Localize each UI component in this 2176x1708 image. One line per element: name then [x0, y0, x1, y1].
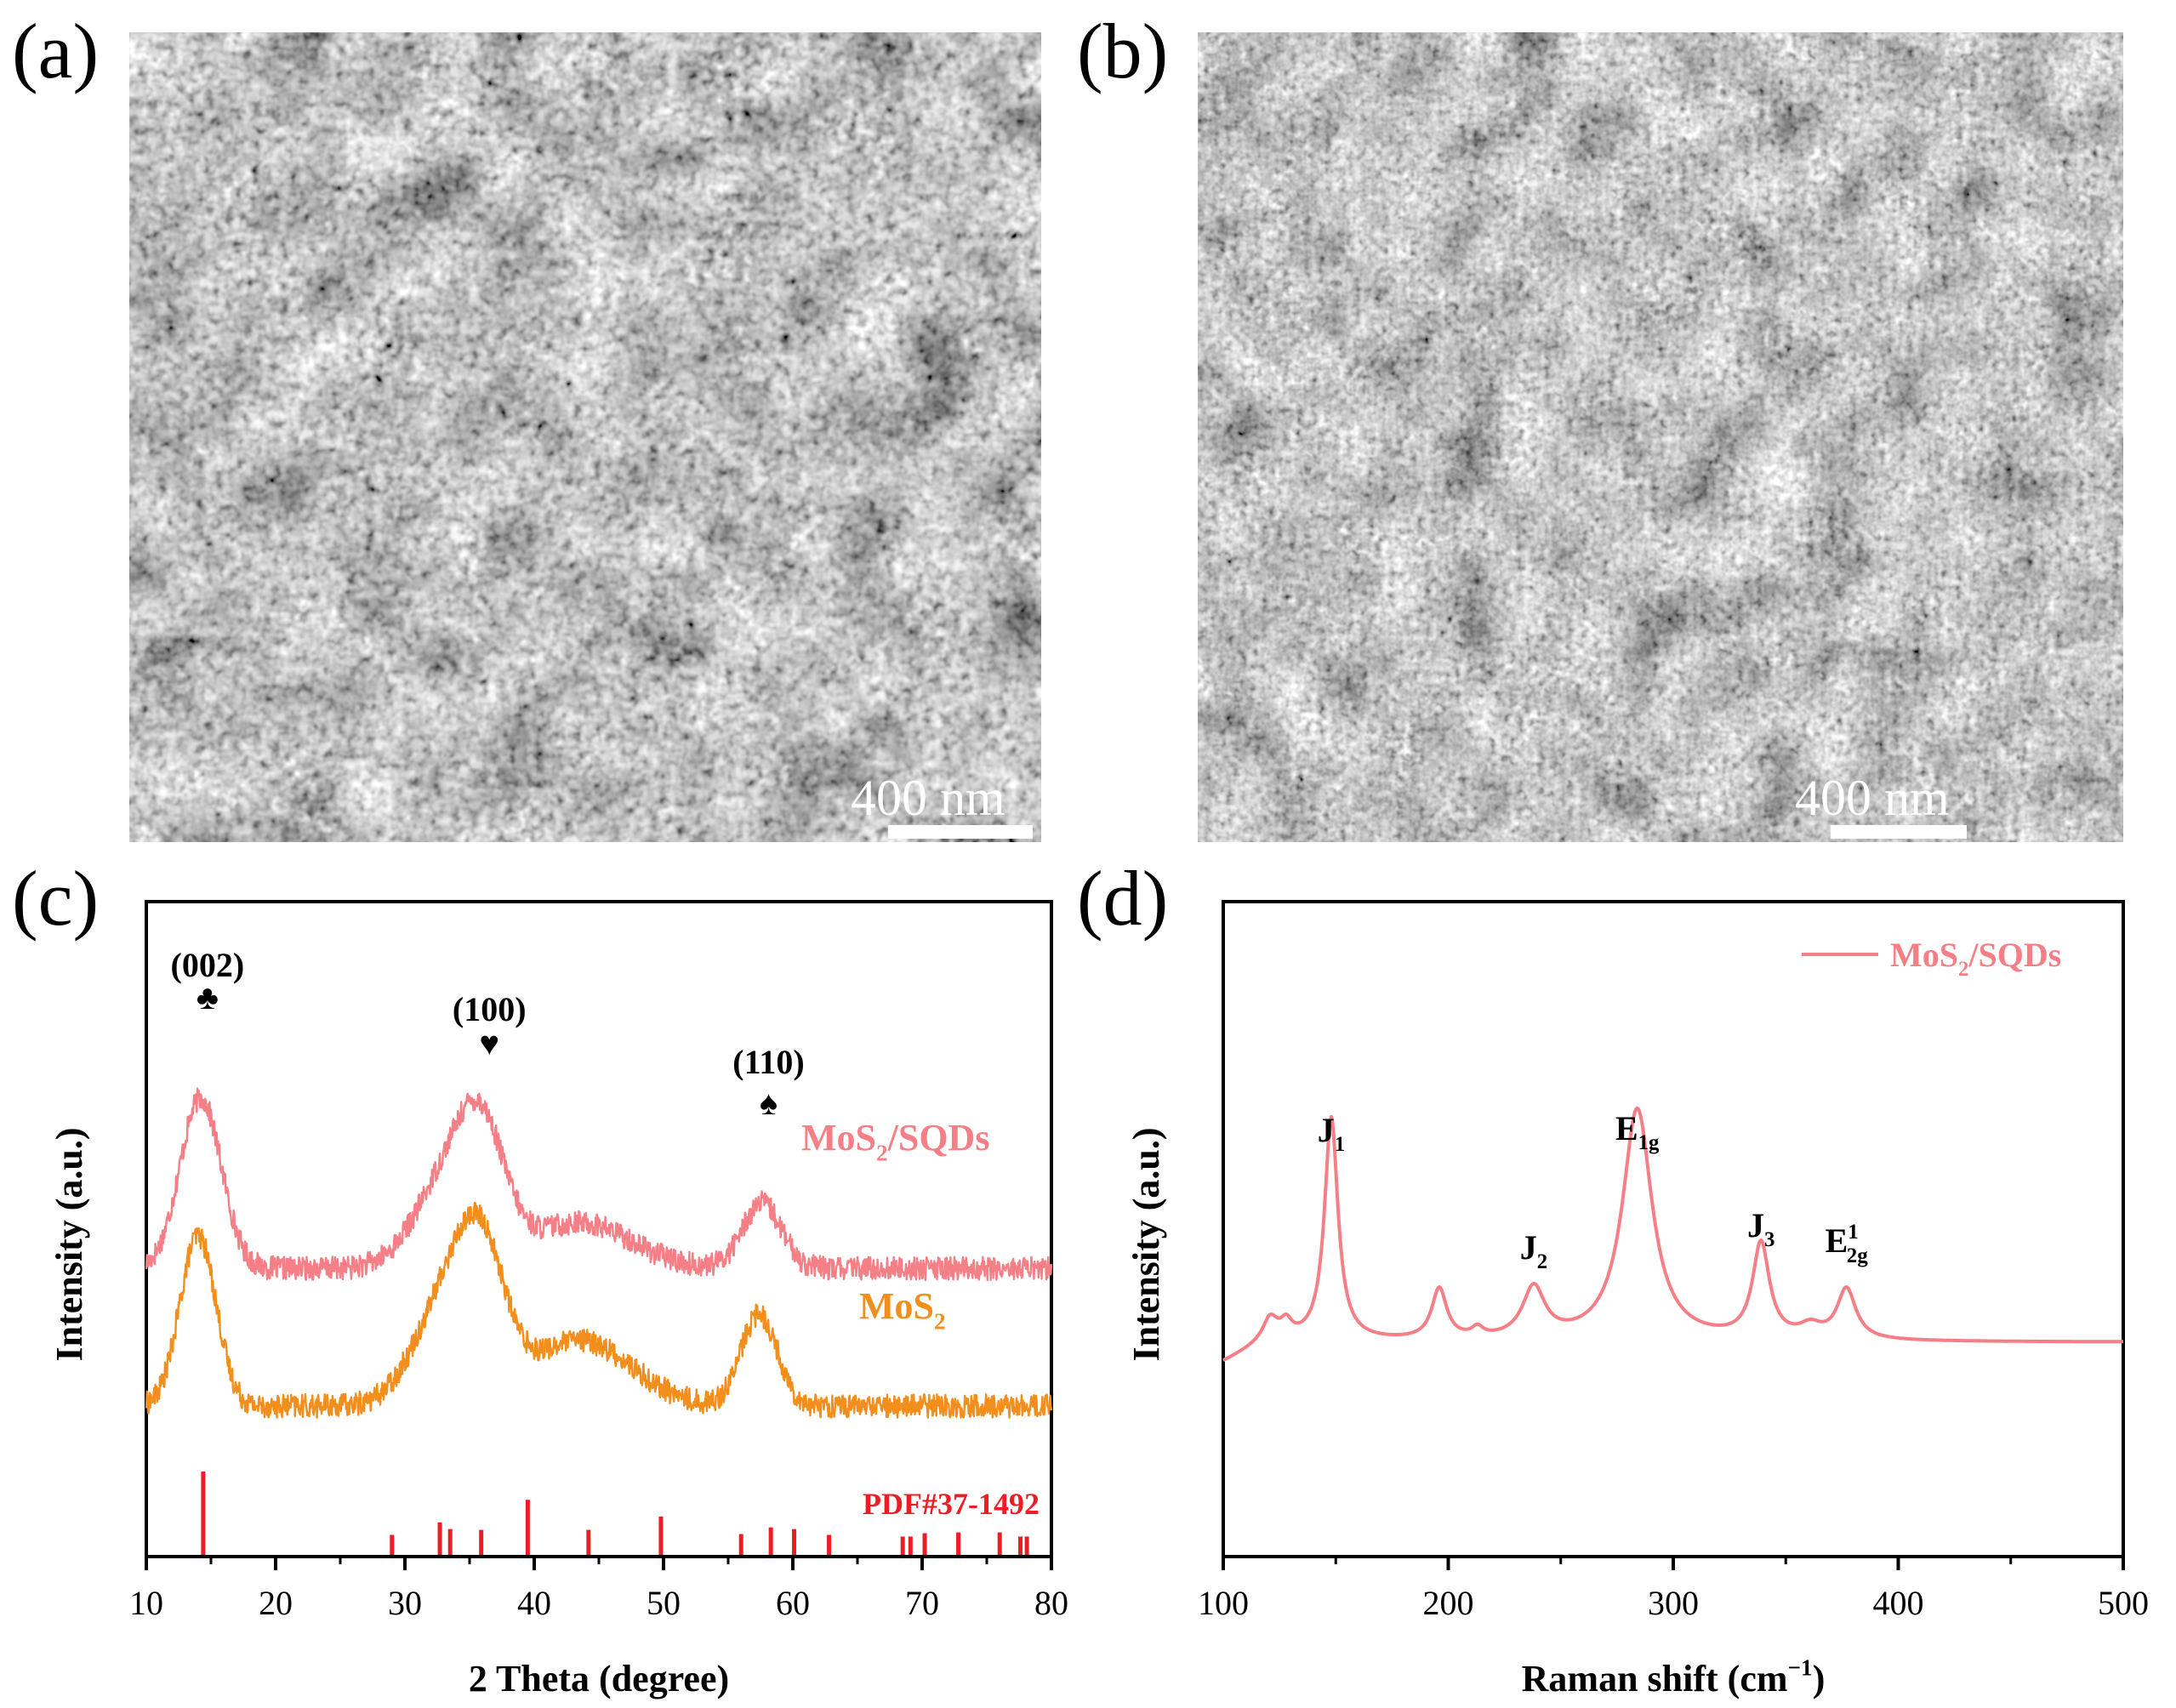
peak-annotation-label: (100) [453, 990, 527, 1028]
sem-image-a: 400 nm [129, 32, 1041, 842]
reference-label: PDF#37-1492 [863, 1487, 1040, 1521]
x-tick-label: 400 [1873, 1584, 1924, 1622]
x-axis-label: 2 Theta (degree) [469, 1658, 729, 1699]
x-tick-label: 70 [905, 1584, 939, 1622]
x-tick-label: 60 [776, 1584, 810, 1622]
scale-bar-b [1831, 825, 1967, 839]
x-tick-label: 10 [129, 1584, 163, 1622]
x-tick-label: 50 [647, 1584, 681, 1622]
series-label-mos2-sqds: MoS2/SQDs [801, 1117, 989, 1165]
peak-annotation-symbol: ♣ [197, 978, 219, 1016]
x-tick-label: 300 [1648, 1584, 1699, 1622]
x-tick-label: 30 [388, 1584, 422, 1622]
y-axis-label: Intensity (a.u.) [48, 1127, 90, 1361]
scale-bar-label-b: 400 nm [1795, 770, 1950, 826]
x-tick-label: 200 [1423, 1584, 1474, 1622]
peak-annotation-symbol: ♥ [479, 1024, 499, 1062]
raman-chart: 100 200 300 400 500 Raman shift (cm−1) Intensi… [1125, 900, 2149, 1699]
x-tick-label: 100 [1198, 1584, 1249, 1622]
peak-label: J1 [1318, 1111, 1345, 1156]
peak-label: J3 [1747, 1206, 1774, 1251]
x-tick-label: 80 [1034, 1584, 1068, 1622]
series-label-mos2: MoS2 [859, 1285, 946, 1334]
scale-bar-label-a: 400 nm [851, 770, 1005, 826]
series-line-mos2-sqds [1222, 1106, 2124, 1362]
sem-texture-a [129, 32, 1041, 842]
peak-annotation-symbol: ♠ [760, 1084, 778, 1122]
x-tick-label: 500 [2098, 1584, 2149, 1622]
scale-bar-a [888, 825, 1033, 839]
peak-label: E1 2g [1826, 1221, 1869, 1267]
series-line-mos2-sqds [145, 1087, 1053, 1282]
sem-image-b: 400 nm [1198, 32, 2123, 842]
xrd-plot-frame [145, 900, 1053, 1558]
raman-plot-frame [1222, 900, 2125, 1558]
panel-c-label: (c) [12, 855, 100, 942]
panel-d-label: (d) [1077, 855, 1169, 942]
series-line-mos2 [145, 1201, 1053, 1419]
peak-annotation-label: (110) [732, 1043, 804, 1081]
x-tick-label: 40 [517, 1584, 551, 1622]
panel-b-label: (b) [1077, 8, 1169, 94]
y-axis-label: Intensity (a.u.) [1125, 1127, 1167, 1361]
x-tick-label: 20 [259, 1584, 293, 1622]
panel-a-label: (a) [12, 8, 100, 94]
legend-label: MoS2/SQDs [1890, 936, 2061, 981]
x-axis-label: Raman shift (cm−1) [1522, 1655, 1826, 1699]
xrd-chart: 10 20 30 40 50 60 70 80 2 Theta (degree) Intensit… [48, 900, 1068, 1699]
peak-label: E1g [1615, 1109, 1660, 1154]
sem-texture-b [1198, 32, 2123, 842]
peak-label: J2 [1520, 1228, 1547, 1273]
peak-annotation-label: (002) [171, 946, 245, 984]
